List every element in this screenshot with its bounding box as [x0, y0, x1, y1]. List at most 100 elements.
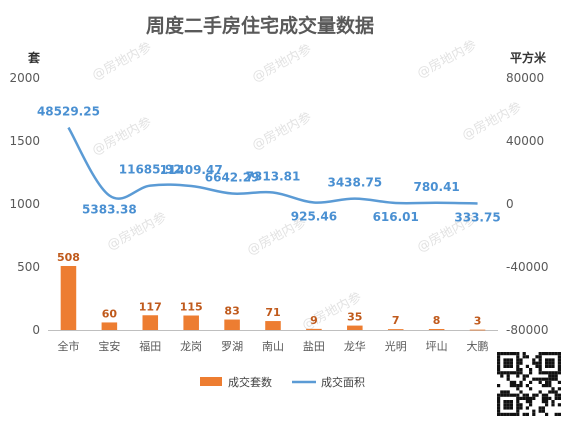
- qr-module: [545, 400, 549, 404]
- qr-module: [557, 380, 561, 384]
- qr-module: [509, 364, 513, 368]
- chart-title: 周度二手房住宅成交量数据: [146, 14, 374, 37]
- qr-module: [516, 352, 520, 356]
- qr-module: [551, 352, 555, 356]
- qr-module: [545, 377, 549, 381]
- qr-module: [497, 400, 501, 404]
- qr-module: [509, 393, 513, 397]
- bar-data-label: 35: [347, 311, 362, 324]
- qr-module: [557, 387, 561, 391]
- qr-module: [509, 380, 513, 384]
- line-data-label: 11685.92: [119, 163, 182, 177]
- category-label: 南山: [262, 340, 284, 353]
- left-tick-label: 500: [17, 260, 40, 274]
- qr-module: [509, 400, 513, 404]
- left-tick-label: 1500: [9, 134, 40, 148]
- qr-module: [529, 387, 533, 391]
- qr-module: [500, 390, 504, 394]
- qr-module: [509, 406, 513, 410]
- bar: [224, 319, 240, 330]
- qr-module: [506, 371, 510, 375]
- qr-module: [554, 371, 558, 375]
- qr-module: [503, 403, 507, 407]
- bar: [428, 328, 445, 330]
- qr-module: [503, 364, 507, 368]
- qr-module: [506, 358, 510, 362]
- qr-module: [538, 371, 542, 375]
- qr-module: [516, 403, 520, 407]
- bar-data-label: 83: [224, 305, 239, 318]
- qr-module: [532, 396, 536, 400]
- qr-module: [541, 396, 545, 400]
- qr-module: [509, 403, 513, 407]
- watermark-text: @房地内参: [249, 41, 314, 86]
- bar: [183, 315, 199, 330]
- qr-module: [516, 374, 520, 378]
- qr-module: [541, 400, 545, 404]
- qr-module: [519, 358, 523, 362]
- qr-module: [557, 358, 561, 362]
- qr-module: [516, 361, 520, 365]
- qr-module: [529, 403, 533, 407]
- qr-module: [509, 384, 513, 388]
- category-label: 全市: [57, 339, 79, 353]
- qr-module: [519, 406, 523, 410]
- qr-module: [535, 364, 539, 368]
- qr-module: [519, 403, 523, 407]
- qr-module: [535, 393, 539, 397]
- qr-module: [538, 377, 542, 381]
- qr-module: [513, 412, 517, 416]
- qr-module: [516, 406, 520, 410]
- bar-data-label: 8: [433, 314, 441, 327]
- line-data-label: 6642.29: [205, 171, 260, 185]
- qr-module: [557, 364, 561, 368]
- bar-data-label: 9: [310, 314, 318, 327]
- left-axis: 0 500 1000 1500 2000: [9, 71, 40, 337]
- qr-module: [545, 352, 549, 356]
- qr-module: [538, 406, 542, 410]
- category-label: 大鹏: [467, 339, 489, 353]
- qr-module: [509, 371, 513, 375]
- qr-module: [538, 390, 542, 394]
- qr-module: [535, 377, 539, 381]
- qr-module: [516, 412, 520, 416]
- line-data-label: 48529.25: [37, 105, 100, 119]
- qr-module: [503, 412, 507, 416]
- qr-module: [497, 364, 501, 368]
- qr-module: [506, 361, 510, 365]
- line-data-label: 616.01: [373, 210, 419, 224]
- bar-data-label: 7: [392, 314, 400, 327]
- qr-module: [554, 377, 558, 381]
- qr-code-image: [495, 350, 563, 418]
- qr-module: [538, 361, 542, 365]
- qr-module: [497, 406, 501, 410]
- qr-module: [548, 364, 552, 368]
- qr-module: [532, 412, 536, 416]
- bar: [142, 315, 159, 330]
- qr-module: [538, 368, 542, 372]
- qr-module: [522, 374, 526, 378]
- qr-module: [509, 361, 513, 365]
- qr-module: [509, 358, 513, 362]
- watermark-text: @房地内参: [414, 37, 479, 82]
- legend-line-label: 成交面积: [321, 375, 365, 389]
- qr-module: [525, 364, 529, 368]
- qr-module: [522, 355, 526, 359]
- qr-module: [503, 406, 507, 410]
- bar: [306, 328, 322, 330]
- qr-module: [506, 400, 510, 404]
- qr-module: [522, 352, 526, 356]
- qr-module: [500, 371, 504, 375]
- qr-module: [541, 393, 545, 397]
- qr-module: [497, 403, 501, 407]
- category-label: 福田: [139, 339, 161, 353]
- qr-module: [497, 384, 501, 388]
- qr-module: [548, 380, 552, 384]
- qr-module: [503, 361, 507, 365]
- qr-module: [519, 380, 523, 384]
- qr-module: [557, 352, 561, 356]
- qr-module: [545, 358, 549, 362]
- qr-module: [554, 352, 558, 356]
- bar-data-label: 71: [265, 306, 280, 319]
